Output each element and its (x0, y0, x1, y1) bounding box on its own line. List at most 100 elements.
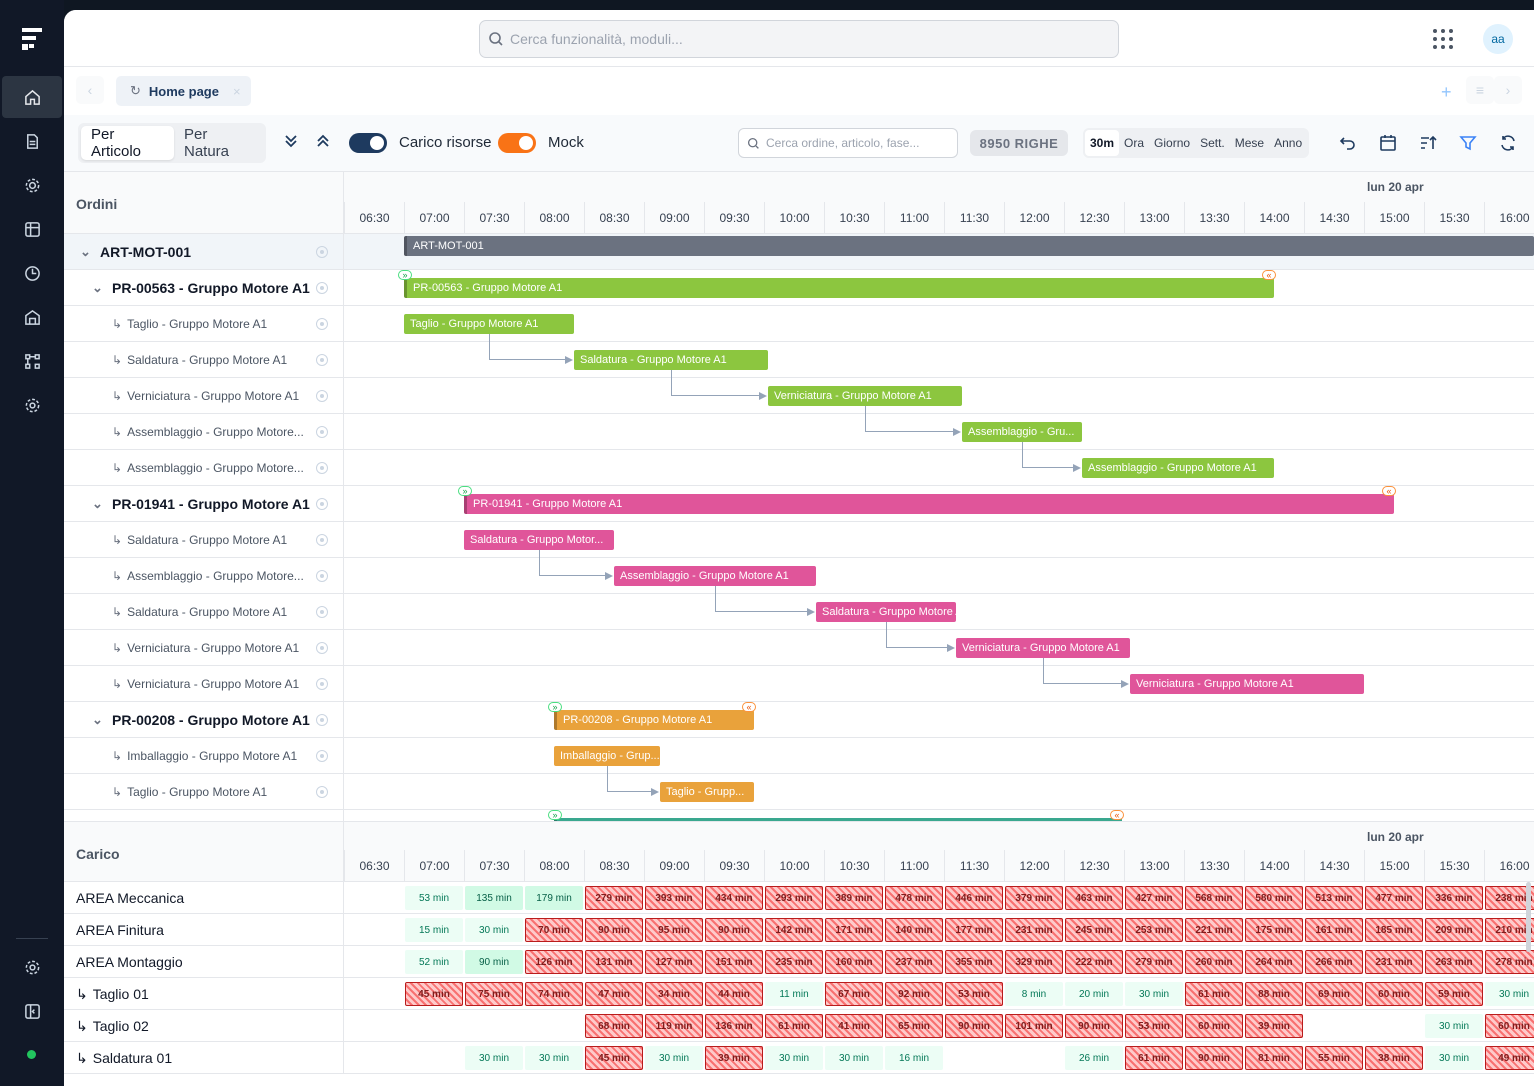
carico-cell[interactable]: 434 min (705, 886, 763, 910)
filter-icon[interactable] (1459, 134, 1477, 152)
row-settings-icon[interactable] (316, 498, 328, 510)
sidebar-preferences-button[interactable] (2, 946, 62, 988)
carico-cell[interactable]: 90 min (585, 918, 643, 942)
gantt-phase-bar[interactable]: Saldatura - Gruppo Motor... (464, 530, 614, 550)
carico-cell[interactable]: 60 min (1485, 1014, 1534, 1038)
carico-cell[interactable]: 38 min (1365, 1046, 1423, 1070)
carico-cell[interactable]: 30 min (765, 1046, 823, 1070)
drag-end-handle-icon[interactable]: « (1262, 270, 1276, 280)
carico-cell[interactable]: 580 min (1245, 886, 1303, 910)
chevron-down-icon[interactable]: ⌄ (92, 496, 103, 511)
carico-cell[interactable]: 70 min (525, 918, 583, 942)
gantt-phase-row[interactable]: ↳ Taglio - Gruppo Motore A1 Taglio - Grupp… (64, 774, 1534, 810)
carico-cell[interactable]: 61 min (1185, 982, 1243, 1006)
gantt-row-label[interactable]: ↳ Verniciatura - Gruppo Motore A1 (64, 666, 344, 702)
sidebar-warehouse-button[interactable] (2, 296, 62, 338)
view-mode-per-natura-button[interactable]: Per Natura (183, 126, 230, 160)
row-settings-icon[interactable] (316, 390, 328, 402)
global-search-input[interactable] (510, 31, 1070, 47)
carico-cell[interactable]: 74 min (525, 982, 583, 1006)
row-settings-icon[interactable] (316, 678, 328, 690)
carico-cell[interactable]: 222 min (1065, 950, 1123, 974)
carico-cell[interactable]: 263 min (1425, 950, 1483, 974)
carico-cell[interactable]: 61 min (1125, 1046, 1183, 1070)
carico-cell[interactable]: 69 min (1305, 982, 1363, 1006)
gantt-phase-bar[interactable]: Assemblaggio - Gruppo Motore A1 (614, 566, 816, 586)
gantt-search[interactable] (738, 128, 958, 158)
carico-cell[interactable]: 136 min (705, 1014, 763, 1038)
sidebar-collapse-button[interactable] (2, 990, 62, 1032)
gantt-phase-row[interactable]: ↳ Assemblaggio - Gruppo Motore... Assembla… (64, 450, 1534, 486)
carico-cell[interactable]: 513 min (1305, 886, 1363, 910)
gantt-row-label[interactable]: ⌄ PR-00208 - Gruppo Motore A1 (64, 702, 344, 738)
carico-cell[interactable]: 90 min (1185, 1046, 1243, 1070)
carico-cell[interactable]: 30 min (1425, 1014, 1483, 1038)
carico-cell[interactable]: 47 min (585, 982, 643, 1006)
carico-cell[interactable]: 39 min (705, 1046, 763, 1070)
avatar[interactable]: aa (1483, 24, 1513, 54)
collapse-all-icon[interactable] (315, 133, 331, 149)
drag-start-handle-icon[interactable]: » (398, 270, 412, 280)
carico-cell[interactable]: 75 min (465, 982, 523, 1006)
undo-icon[interactable] (1339, 134, 1357, 152)
drag-start-handle-icon[interactable]: » (548, 810, 562, 820)
carico-cell[interactable]: 279 min (1125, 950, 1183, 974)
carico-cell[interactable]: 30 min (1425, 1046, 1483, 1070)
apps-grid-icon[interactable] (1433, 29, 1453, 49)
gantt-row-label[interactable]: ↳ Imballaggio - Gruppo Motore A1 (64, 738, 344, 774)
carico-cell[interactable]: 210 min (1485, 918, 1534, 942)
carico-cell[interactable]: 568 min (1185, 886, 1243, 910)
carico-cell[interactable]: 41 min (825, 1014, 883, 1038)
carico-cell[interactable]: 95 min (645, 918, 703, 942)
gantt-order-row[interactable]: ⌄ PR-00208 - Gruppo Motore A1 PR-00208 - G… (64, 702, 1534, 738)
carico-cell[interactable]: 11 min (765, 982, 823, 1006)
carico-cell[interactable]: 279 min (585, 886, 643, 910)
carico-cell[interactable]: 253 min (1125, 918, 1183, 942)
carico-cell[interactable]: 30 min (465, 918, 523, 942)
carico-cell[interactable]: 126 min (525, 950, 583, 974)
carico-cell[interactable]: 238 min (1485, 886, 1534, 910)
carico-cell[interactable]: 92 min (885, 982, 943, 1006)
carico-cell[interactable]: 67 min (825, 982, 883, 1006)
carico-cell[interactable]: 16 min (885, 1046, 943, 1070)
carico-cell[interactable]: 140 min (885, 918, 943, 942)
global-search[interactable] (479, 20, 1119, 58)
carico-cell[interactable]: 45 min (585, 1046, 643, 1070)
row-settings-icon[interactable] (316, 642, 328, 654)
gantt-phase-row[interactable]: ↳ Assemblaggio - Gruppo Motore... Assembla… (64, 558, 1534, 594)
row-settings-icon[interactable] (316, 462, 328, 474)
scale-option-2[interactable]: Giorno (1154, 136, 1191, 150)
gantt-row-label[interactable]: ⌄ PR-00563 - Gruppo Motore A1 (64, 270, 344, 306)
gantt-phase-row[interactable]: ↳ Assemblaggio - Gruppo Motore... Assembla… (64, 414, 1534, 450)
drag-end-handle-icon[interactable]: « (1110, 810, 1124, 820)
row-settings-icon[interactable] (316, 750, 328, 762)
drag-start-handle-icon[interactable]: » (548, 702, 562, 712)
carico-cell[interactable]: 264 min (1245, 950, 1303, 974)
row-settings-icon[interactable] (316, 534, 328, 546)
chevron-down-icon[interactable]: ⌄ (92, 820, 112, 821)
expand-all-icon[interactable] (283, 133, 299, 149)
row-settings-icon[interactable] (316, 606, 328, 618)
gantt-phase-row[interactable]: ↳ Verniciatura - Gruppo Motore A1 Vernicia… (64, 630, 1534, 666)
carico-cell[interactable]: 65 min (885, 1014, 943, 1038)
row-settings-icon[interactable] (316, 246, 328, 258)
gantt-row-label[interactable]: ⌄ ART-MOT-001 (64, 234, 344, 270)
carico-cell[interactable]: 34 min (645, 982, 703, 1006)
gantt-phase-bar[interactable]: Verniciatura - Gruppo Motore A1 (956, 638, 1130, 658)
carico-cell[interactable]: 30 min (1485, 982, 1534, 1006)
carico-cell[interactable]: 221 min (1185, 918, 1243, 942)
tab-home-page[interactable]: ↻ Home page × (116, 76, 251, 106)
carico-cell[interactable]: 151 min (705, 950, 763, 974)
carico-cell[interactable]: 53 min (405, 886, 463, 910)
gantt-row-label[interactable]: ↳ Assemblaggio - Gruppo Motore... (64, 450, 344, 486)
row-settings-icon[interactable] (316, 318, 328, 330)
carico-cell[interactable]: 235 min (765, 950, 823, 974)
gantt-row-label[interactable]: ↳ Verniciatura - Gruppo Motore A1 (64, 378, 344, 414)
chevron-down-icon[interactable]: ⌄ (92, 712, 103, 727)
gantt-phase-row[interactable]: ↳ Saldatura - Gruppo Motore A1 Saldatura -… (64, 594, 1534, 630)
sort-icon[interactable] (1419, 134, 1437, 152)
carico-cell[interactable]: 177 min (945, 918, 1003, 942)
sidebar-settings-cog-button[interactable] (2, 164, 62, 206)
carico-cell[interactable]: 90 min (705, 918, 763, 942)
